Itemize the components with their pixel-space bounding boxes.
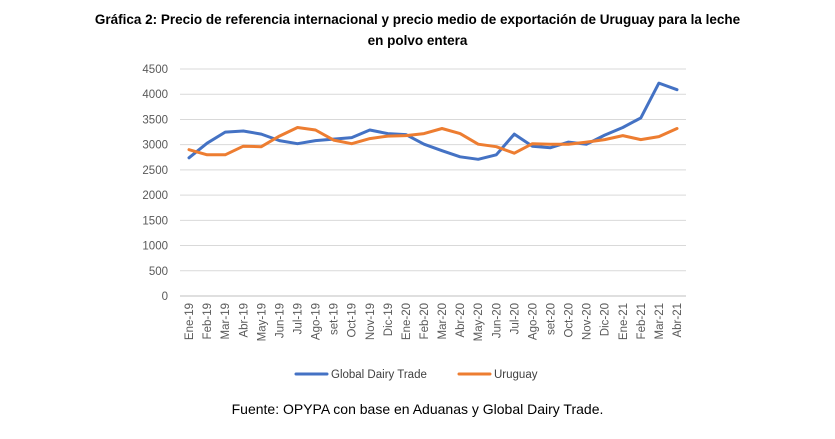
x-tick-label: Feb-21 — [636, 303, 648, 339]
y-tick-label: 1500 — [142, 215, 168, 227]
x-tick-label: May-20 — [473, 303, 485, 341]
x-tick-label: Jun-19 — [274, 303, 286, 338]
x-tick-label: May-19 — [256, 303, 268, 341]
x-tick-label: Abr-21 — [672, 303, 684, 338]
x-tick-label: Abr-20 — [455, 303, 467, 338]
series-line-2 — [187, 126, 679, 157]
x-tick-label: Ene-21 — [618, 303, 630, 340]
y-tick-label: 4500 — [142, 64, 168, 76]
x-tick-label: Ene-20 — [401, 303, 413, 340]
x-tick-label: Abr-19 — [238, 303, 250, 338]
x-tick-label: Mar-21 — [654, 303, 666, 339]
x-tick-label: Ene-19 — [184, 303, 196, 340]
legend: Global Dairy Trade Uruguay — [294, 369, 538, 381]
chart-title-line-2: en polvo entera — [367, 33, 468, 48]
y-axis-tick-labels: 0 500 1000 1500 2000 2500 3000 3500 4000 4500 — [142, 64, 168, 303]
x-axis-tick-labels: Ene-19 Feb-19 Mar-19 Abr-19 May-19 Jun-19 Jul-… — [184, 303, 684, 341]
y-tick-label: 500 — [149, 266, 168, 278]
x-tick-label: Feb-20 — [419, 303, 431, 339]
chart-title-line-1: Gráfica 2: Precio de referencia internac… — [94, 12, 741, 27]
x-tick-label: Ago-20 — [527, 303, 539, 340]
y-tick-label: 2000 — [142, 190, 168, 202]
y-tick-label: 2500 — [142, 165, 168, 177]
x-tick-label: Jul-19 — [292, 303, 304, 334]
x-tick-label: Jun-20 — [491, 303, 503, 338]
legend-label: Uruguay — [494, 369, 538, 381]
legend-label: Global Dairy Trade — [331, 369, 427, 381]
series-lines — [187, 81, 679, 161]
y-tick-label: 4000 — [142, 89, 168, 101]
x-tick-label: Oct-20 — [564, 303, 576, 338]
x-tick-label: Feb-19 — [202, 303, 214, 339]
y-tick-label: 0 — [162, 291, 168, 303]
x-tick-label: Nov-19 — [365, 303, 377, 340]
x-tick-label: Ago-19 — [311, 303, 323, 340]
y-tick-label: 3500 — [142, 114, 168, 126]
x-tick-label: Dic-20 — [600, 303, 612, 336]
x-tick-label: Oct-19 — [347, 303, 359, 338]
gridlines — [180, 68, 686, 297]
y-tick-label: 3000 — [142, 140, 168, 152]
x-tick-label: set-20 — [545, 303, 557, 335]
source-note: Fuente: OPYPA con base en Aduanas y Glob… — [231, 401, 604, 417]
x-tick-label: Dic-19 — [383, 303, 395, 336]
line-chart: 0 500 1000 1500 2000 2500 3000 3500 4000 4500 Ene… — [142, 64, 686, 381]
x-tick-label: Jul-20 — [509, 303, 521, 334]
x-tick-label: Nov-20 — [582, 303, 594, 340]
x-tick-label: Mar-19 — [220, 303, 232, 339]
chart-title: Gráfica 2: Precio de referencia internac… — [20, 9, 815, 51]
x-tick-label: set-19 — [329, 303, 341, 335]
y-tick-label: 1000 — [142, 241, 168, 253]
x-tick-label: Mar-20 — [437, 303, 449, 339]
